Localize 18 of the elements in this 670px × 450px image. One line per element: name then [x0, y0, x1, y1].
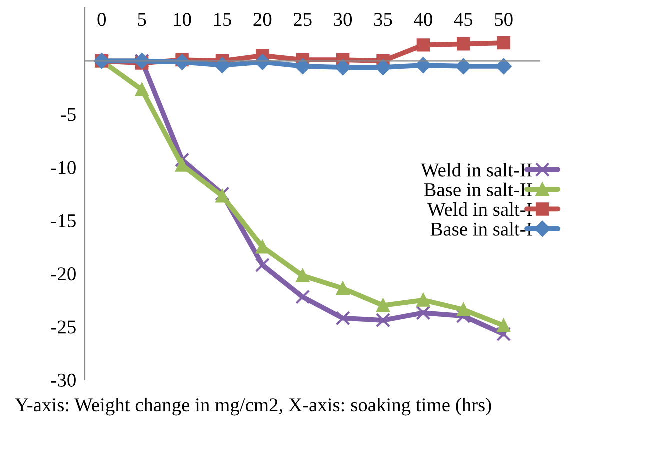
x-tick-label: 50	[495, 13, 513, 26]
x-tick-label: 15	[214, 13, 232, 26]
y-tick-label: -10	[51, 161, 76, 174]
y-tick-label: -20	[51, 268, 76, 281]
x-tick-label: 20	[254, 13, 272, 26]
x-tick-label: 40	[414, 13, 432, 26]
x-tick-label: 30	[334, 13, 352, 26]
x-tick-label: 0	[98, 13, 106, 26]
x-tick-label: 25	[294, 13, 312, 26]
x-tick-label: 35	[374, 13, 392, 26]
text: Y-axis: Weight change in mg/cm2, X-axis: soaking time (hrs)	[15, 398, 492, 416]
x-tick-label: 5	[138, 13, 146, 26]
y-tick-label: -15	[51, 214, 76, 228]
x-tick-label: 45	[454, 13, 473, 26]
y-tick-label: -5	[61, 108, 76, 122]
y-tick-label: -25	[51, 320, 76, 334]
y-tick-label: -30	[51, 374, 76, 387]
x-tick-label: 10	[174, 13, 192, 26]
